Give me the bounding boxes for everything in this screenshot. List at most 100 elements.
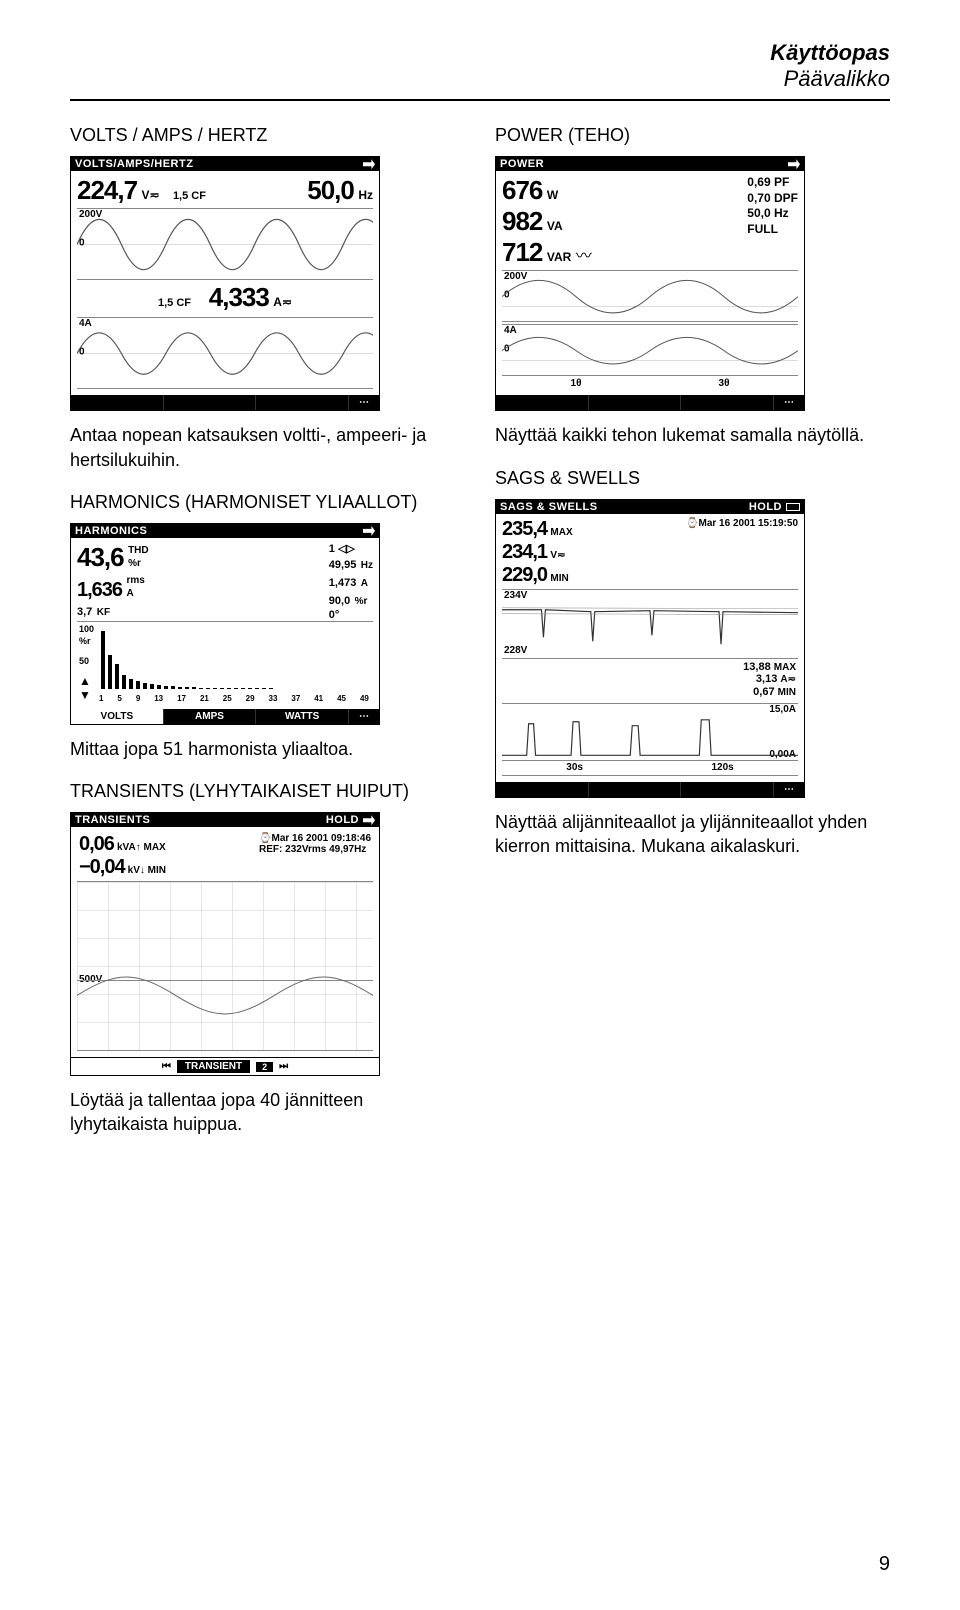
nav-next-icon[interactable]: ⏭ [279,1061,288,1072]
harm-rdeg: 0° [329,609,373,621]
trans-l2a: −0,04 [79,856,125,878]
harm-xtick: 49 [360,694,369,703]
harm-xtick: 21 [200,694,209,703]
sags-amin: 0,67 [753,686,774,698]
power-sine1 [502,271,798,322]
harm-y50: 50 [79,656,89,666]
sags-trend-v: 234V 228V [502,589,798,659]
section-title-vah: VOLTS / AMPS / HERTZ [70,125,465,146]
harm-bar [248,688,252,689]
vah-volts: 224,7 [77,175,137,205]
doc-header-line1: Käyttöopas [70,40,890,66]
harm-rms: 1,636 [77,579,122,601]
harm-arrows: 1 ◁▷ [329,542,373,555]
harm-title: HARMONICS [75,525,147,537]
harm-bar [164,686,168,689]
sags-hold: HOLD [749,501,782,513]
harm-bar [206,688,210,689]
harm-xtick: 13 [154,694,163,703]
sags-a-readouts: 13,88 MAX 3,13 A≂ 0,67 MIN [502,659,798,701]
trans-flabel: TRANSIENT [177,1060,250,1073]
nav-prev-icon[interactable]: ⏮ [162,1061,171,1072]
plug-icon [363,159,375,169]
power-wave1: 200V 0 [502,270,798,322]
harm-fbtn-amps[interactable]: AMPS [164,709,257,724]
power-full: FULL [747,222,798,238]
power-sine2 [502,325,798,376]
harm-bar [227,688,231,689]
harm-xtick: 5 [117,694,121,703]
sags-v: 234,1 [502,541,547,563]
harm-xtick: 45 [337,694,346,703]
sags-min: 229,0 [502,564,547,586]
harm-xtick: 37 [291,694,300,703]
vah-screenshot: VOLTS/AMPS/HERTZ 224,7 V≂ 1,5 CF 50,0 Hz [70,156,380,411]
harm-bar [234,688,238,689]
harm-updown: ▲▼ [79,674,91,702]
harm-bar [262,688,266,689]
trans-fnum: 2 [256,1062,273,1072]
vah-cf2: 1,5 CF [158,297,191,309]
power-w: 676 [502,175,542,205]
power-timeaxis: 1θ 3θ [502,376,798,389]
trans-caption: Löytää ja tallentaa jopa 40 jännitteen l… [70,1088,465,1137]
sags-trend-a: 15,0A 0,00A [502,703,798,761]
harm-footer: VOLTS AMPS WATTS ⋯ [71,709,379,724]
harm-bar [157,685,161,689]
harm-fdots[interactable]: ⋯ [349,709,379,724]
vah-readouts: 224,7 V≂ 1,5 CF 50,0 Hz [77,175,373,206]
sags-title: SAGS & SWELLS [500,501,598,513]
harm-fbtn-watts[interactable]: WATTS [256,709,349,724]
harm-thd-sub: %r [128,558,141,569]
vah-sine2-svg [77,318,373,389]
power-title: POWER [500,158,544,170]
harm-caption: Mittaa jopa 51 harmonista yliaaltoa. [70,737,465,761]
trans-readouts: 0,06 kVA↑ MAX −0,04 kV↓ MIN ⌚Mar 16 2001… [77,831,373,881]
harm-bar [199,688,203,689]
trans-sine-svg [77,882,373,1050]
vah-wave1: 200V 0 [77,208,373,280]
section-title-harm: HARMONICS (HARMONISET YLIAALLOT) [70,492,465,513]
vah-amps-unit: A≂ [273,295,292,309]
harm-kf-u: KF [97,607,110,618]
sags-header: SAGS & SWELLS HOLD [496,500,804,514]
harm-bar [143,683,147,689]
doc-header: Käyttöopas Päävalikko [70,40,890,91]
harm-xtick: 17 [177,694,186,703]
trans-screenshot: TRANSIENTS HOLD 0,06 kVA↑ MAX −0,04 kV↓ … [70,812,380,1076]
harm-bar [269,688,273,689]
harm-bar [185,687,189,689]
harm-xtick: 29 [246,694,255,703]
harm-bar [178,687,182,689]
harm-kf: 3,7 [77,606,92,618]
harm-bar [192,687,196,689]
vah-header: VOLTS/AMPS/HERTZ [71,157,379,171]
power-dpf: 0,70 [747,191,770,205]
sags-max: 235,4 [502,518,547,540]
vah-midrow: 1,5 CF 4,333 A≂ [77,280,373,315]
vah-footer: ⋯ [71,395,379,410]
vah-hz: 50,0 [307,175,354,205]
harm-y100: 100 [79,624,94,634]
vah-cf1: 1,5 CF [173,190,206,202]
sags-clock: ⌚Mar 16 2001 15:19:50 [686,518,798,587]
trans-header: TRANSIENTS HOLD [71,813,379,827]
harm-xtick: 9 [136,694,140,703]
vah-caption: Antaa nopean katsauksen voltti-, ampeeri… [70,423,465,472]
harm-thd: 43,6 [77,542,124,572]
plug-icon [788,159,800,169]
harm-fbtn-volts[interactable]: VOLTS [71,709,164,724]
trans-title: TRANSIENTS [75,814,150,826]
harm-bar [115,664,119,689]
harm-xtick: 41 [314,694,323,703]
vah-wave2: 4A 0 [77,317,373,389]
harm-rhz: 49,95 [329,559,357,571]
harm-bars: 100 %r 50 ▲▼ 15913172125293337414549 [77,621,373,703]
harm-bar [136,681,140,689]
section-title-power: POWER (TEHO) [495,125,890,146]
trans-clock: ⌚Mar 16 2001 09:18:46 [259,833,371,844]
vah-volts-unit: V≂ [142,188,160,202]
trans-hold: HOLD [326,814,359,826]
harm-header: HARMONICS [71,524,379,538]
trans-l1a: 0,06 [79,833,114,855]
